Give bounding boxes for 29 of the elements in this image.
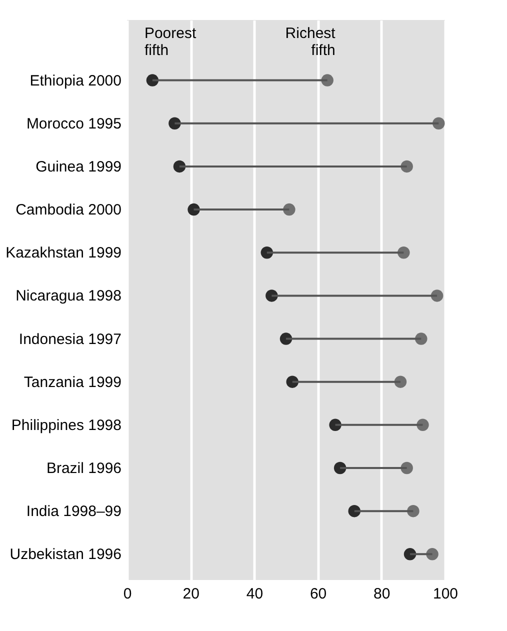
y-tick-label: Nicaragua 1998 — [16, 288, 122, 305]
point — [398, 246, 410, 259]
point — [173, 160, 186, 173]
y-tick-label: Cambodia 2000 — [16, 202, 122, 219]
point — [430, 290, 444, 302]
series-label: Poorest fifth — [144, 25, 197, 59]
point — [415, 332, 428, 345]
point — [260, 246, 274, 259]
point — [432, 117, 445, 130]
y-tick-label: Guinea 1999 — [36, 158, 122, 176]
x-tick-label: 100 — [432, 586, 458, 602]
y-tick-label: Brazil 1996 — [46, 460, 122, 477]
y-tick-label: Tanzania 1999 — [24, 374, 122, 391]
y-tick-label: India 1998–99 — [26, 503, 122, 520]
x-tick-label: 80 — [374, 586, 390, 602]
y-tick-label: Philippines 1998 — [11, 416, 122, 434]
x-tick-label: 60 — [310, 586, 327, 602]
series-label: Richest fifth — [285, 25, 336, 59]
y-tick-label: Ethiopia 2000 — [30, 72, 122, 90]
y-tick-label: Indonesia 1997 — [18, 330, 122, 348]
x-tick-label: 40 — [246, 586, 264, 602]
y-tick-label: Uzbekistan 1996 — [10, 546, 122, 564]
y-tick-label: Morocco 1995 — [26, 115, 122, 132]
point — [188, 203, 200, 216]
y-tick-label: Kazakhstan 1999 — [6, 244, 122, 262]
point — [329, 418, 342, 432]
x-tick-label: 20 — [182, 586, 200, 602]
point — [283, 203, 296, 216]
x-tick-label: 0 — [123, 586, 132, 602]
